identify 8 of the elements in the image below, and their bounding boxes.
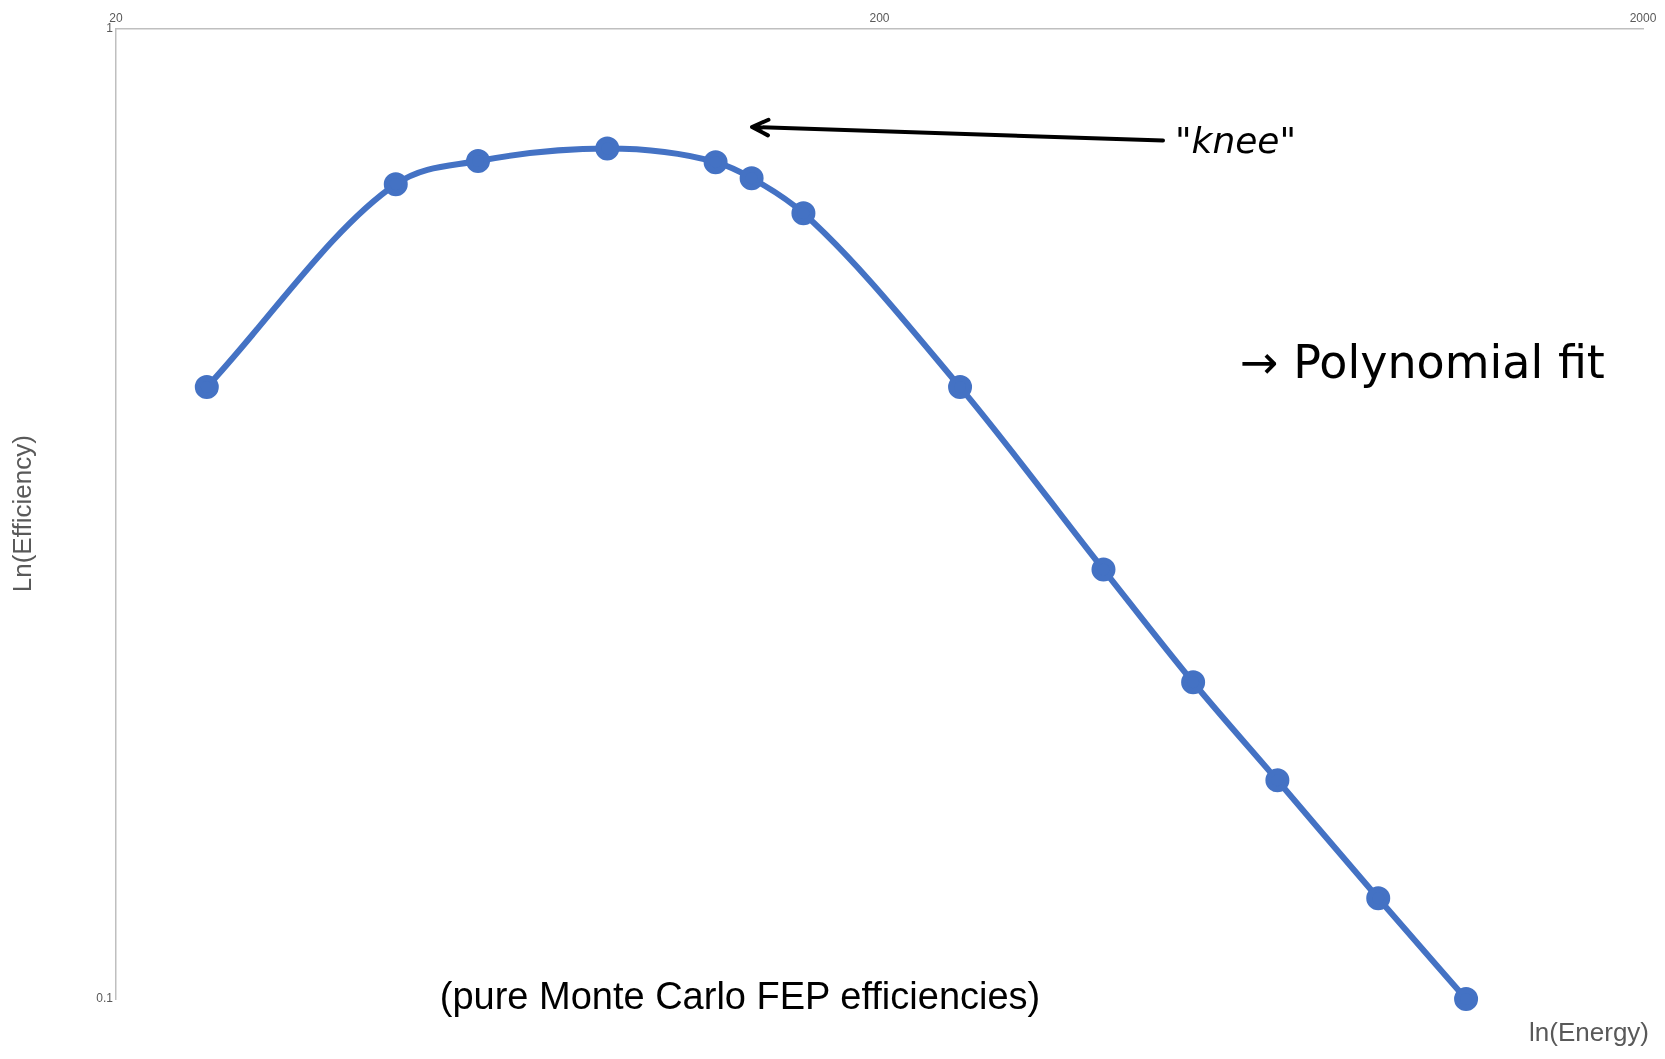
x-tick-label: 2000 xyxy=(1629,10,1657,25)
x-tick-label: 200 xyxy=(869,10,890,25)
x-axis-title: ln(Energy) xyxy=(1529,1017,1649,1048)
annotation: → Polynomial fit xyxy=(1240,335,1605,389)
annotation: "knee" xyxy=(1175,120,1297,161)
y-axis-title: Ln(Efficiency) xyxy=(6,435,37,593)
y-tick-label: 0.1 xyxy=(96,991,114,1006)
annotation: (pure Monte Carlo FEP efficiencies) xyxy=(439,975,1041,1018)
